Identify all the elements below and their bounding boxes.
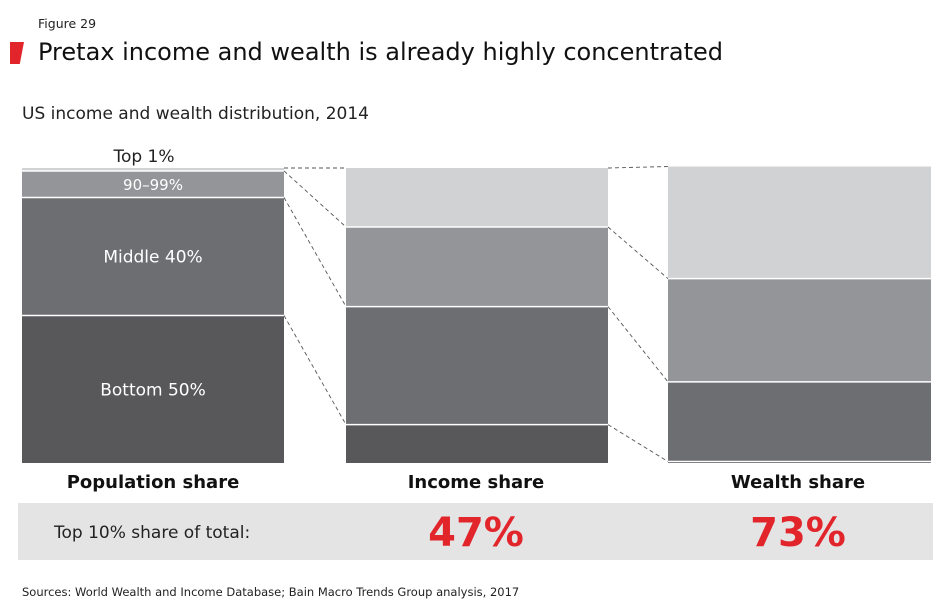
connector-line-0-1	[283, 315, 347, 425]
segment-label-2: 90–99%	[123, 176, 183, 194]
connector-line-0-3	[283, 170, 347, 228]
connector-line-1-3	[607, 226, 669, 279]
category-label-income: Income share	[407, 472, 545, 493]
connector-line-1-2	[607, 306, 669, 383]
segment-label-3: Top 1%	[112, 147, 174, 167]
top10-share-label: Top 10% share of total:	[54, 523, 251, 543]
bar-segment-0-1	[346, 424, 608, 463]
category-label-population: Population share	[66, 472, 240, 493]
income-top10-value: 47%	[428, 510, 524, 556]
bar-segment-2-0	[22, 170, 284, 198]
category-label-wealth: Wealth share	[730, 472, 866, 493]
chart-subtitle: US income and wealth distribution, 2014	[22, 104, 369, 124]
bar-segment-2-2	[668, 278, 931, 382]
figure-label: Figure 29	[38, 16, 97, 31]
source-note: Sources: World Wealth and Income Databas…	[22, 585, 520, 599]
segment-label-0: Bottom 50%	[100, 380, 206, 400]
bar-segment-3-0	[22, 168, 284, 171]
chart-title: Pretax income and wealth is already high…	[38, 38, 723, 66]
connector-line-0-2	[283, 197, 347, 307]
top10-share-box	[18, 503, 933, 560]
connector-line-1-4	[607, 166, 669, 169]
bar-segment-3-2	[668, 166, 931, 279]
bar-segment-0-0	[22, 315, 284, 463]
segment-label-1: Middle 40%	[103, 248, 202, 268]
bar-segment-2-1	[346, 227, 608, 307]
bar-segment-1-2	[668, 381, 931, 462]
bar-segment-3-1	[346, 168, 608, 227]
title-accent-mark	[10, 42, 24, 64]
bar-segment-1-1	[346, 306, 608, 425]
bar-segment-1-0	[22, 197, 284, 316]
wealth-top10-value: 73%	[750, 510, 846, 556]
stacked-bar-chart: Bottom 50% Middle 40% 90–99% Top 1%	[22, 147, 931, 463]
connector-line-1-1	[607, 424, 669, 462]
